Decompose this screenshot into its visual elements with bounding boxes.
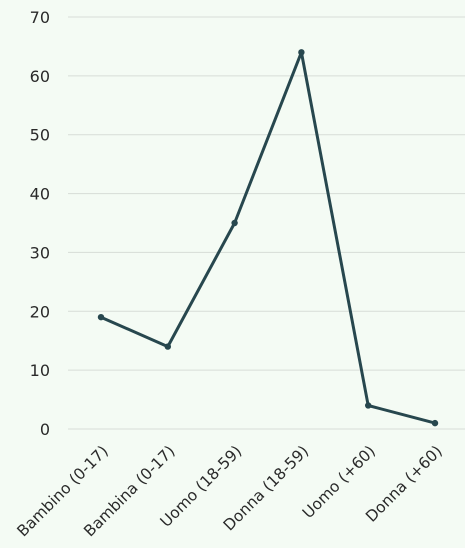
y-tick-label: 70 (30, 8, 50, 27)
data-point (431, 419, 439, 427)
gridlines (68, 16, 465, 430)
data-point (231, 219, 238, 227)
series-line (99, 50, 437, 425)
data-point (298, 49, 305, 56)
data-point (97, 313, 105, 321)
data-point (164, 343, 171, 350)
y-tick-label: 20 (30, 302, 50, 321)
y-tick-label: 60 (30, 67, 50, 86)
y-tick-label: 50 (30, 126, 50, 145)
y-tick-label: 0 (40, 420, 50, 439)
data-point (365, 402, 372, 409)
x-axis-tick-labels: Bambino (0-17)Bambina (0-17)Uomo (18-59)… (14, 442, 446, 540)
y-tick-label: 40 (30, 185, 50, 204)
y-axis-tick-labels: 0 10 20 30 40 50 60 70 (30, 8, 50, 439)
y-tick-label: 30 (30, 243, 50, 262)
y-tick-label: 10 (30, 361, 50, 380)
series (97, 49, 439, 427)
